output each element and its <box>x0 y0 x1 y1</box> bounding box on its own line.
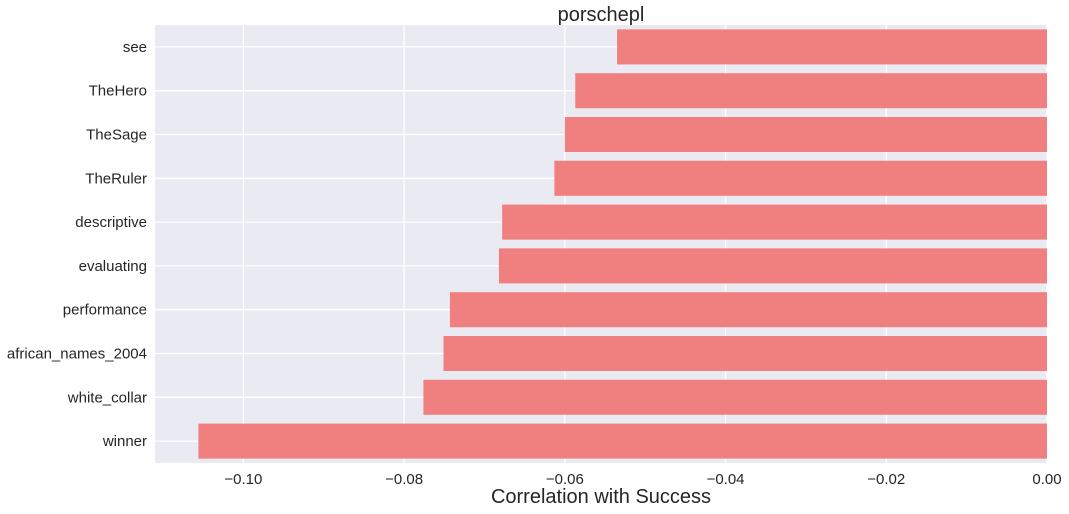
y-tick-label: winner <box>102 433 147 450</box>
x-tick-label: −0.08 <box>385 471 423 488</box>
bar-african_names_2004 <box>443 335 1048 372</box>
x-tick-label: −0.10 <box>224 471 262 488</box>
x-tick-label: −0.04 <box>707 471 745 488</box>
bar-see <box>617 29 1047 65</box>
y-tick-label: evaluating <box>79 258 147 275</box>
y-tick-label: see <box>123 39 147 56</box>
bar-performance <box>449 292 1048 328</box>
bar-descriptive <box>502 204 1048 240</box>
bars <box>198 29 1048 459</box>
bar-evaluating <box>498 248 1047 284</box>
x-tick-label: 0.00 <box>1032 471 1061 488</box>
y-tick-label: TheSage <box>86 127 147 144</box>
x-axis-label: Correlation with Success <box>491 486 711 508</box>
y-tick-labels: see TheHero TheSage TheRuler descriptive eval… <box>7 39 147 450</box>
y-tick-label: white_collar <box>67 389 147 406</box>
chart-title: porschepl <box>558 4 645 26</box>
x-tick-label: −0.02 <box>867 471 905 488</box>
y-tick-label: TheHero <box>89 83 147 100</box>
y-tick-label: descriptive <box>75 214 147 231</box>
bar-TheSage <box>564 116 1047 153</box>
bar-white_collar <box>423 379 1048 415</box>
x-tick-label: −0.06 <box>546 471 584 488</box>
x-tick-labels: −0.10 −0.08 −0.06 −0.04 −0.02 0.00 <box>224 471 1061 488</box>
bar-TheHero <box>575 73 1047 109</box>
bar-TheRuler <box>554 160 1047 196</box>
y-tick-label: performance <box>63 302 147 319</box>
bar-winner <box>198 423 1047 459</box>
y-tick-label: african_names_2004 <box>7 346 147 363</box>
y-tick-label: TheRuler <box>85 170 147 187</box>
